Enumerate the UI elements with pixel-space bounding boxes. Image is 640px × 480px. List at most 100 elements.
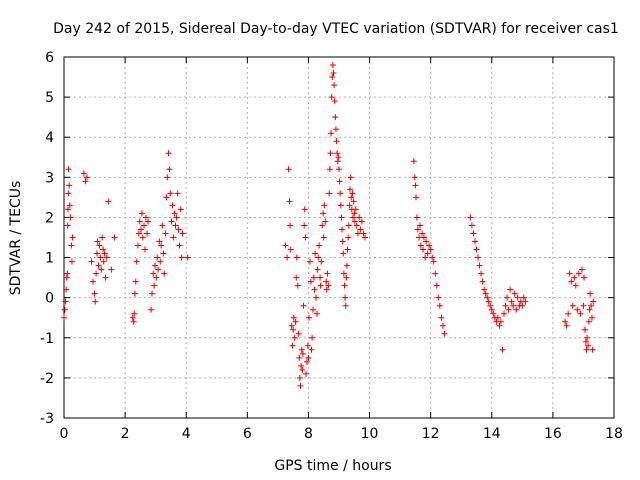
data-point [494, 314, 501, 321]
data-point [470, 230, 477, 237]
data-point [339, 238, 346, 245]
data-point [467, 214, 474, 221]
y-tick-label: 5 [45, 90, 54, 106]
data-point [301, 206, 308, 213]
data-point [588, 302, 595, 309]
data-point [502, 302, 509, 309]
data-point [430, 258, 437, 265]
data-point [131, 290, 138, 297]
data-point [581, 326, 588, 333]
x-tick-label: 12 [422, 426, 440, 442]
y-tick-label: 1 [45, 251, 54, 267]
data-point [83, 174, 90, 181]
data-point [129, 314, 136, 321]
data-point [488, 306, 495, 313]
data-point [522, 298, 529, 305]
data-point [166, 166, 173, 173]
data-point [306, 314, 313, 321]
data-point [294, 282, 301, 289]
data-point [354, 230, 361, 237]
data-point [331, 98, 338, 105]
data-point [419, 230, 426, 237]
data-point [169, 202, 176, 209]
data-point [307, 278, 314, 285]
data-point [422, 254, 429, 261]
data-point [66, 182, 73, 189]
data-point [171, 210, 178, 217]
data-point [351, 210, 358, 217]
data-point [562, 318, 569, 325]
data-point [293, 274, 300, 281]
data-point [88, 258, 95, 265]
data-point [159, 222, 166, 229]
data-point [590, 298, 597, 305]
data-point [321, 202, 328, 209]
data-point [420, 246, 427, 253]
data-point [168, 218, 175, 225]
data-point [93, 270, 100, 277]
data-point [508, 298, 515, 305]
data-point [413, 214, 420, 221]
data-point [420, 234, 427, 241]
x-tick-label: 16 [544, 426, 562, 442]
data-point [490, 310, 497, 317]
data-point [496, 322, 503, 329]
data-point [173, 214, 180, 221]
data-point [311, 286, 318, 293]
data-point [65, 166, 72, 173]
data-point [310, 274, 317, 281]
grid [64, 57, 614, 418]
data-point [315, 254, 322, 261]
data-point [487, 302, 494, 309]
data-point [497, 318, 504, 325]
data-point [336, 178, 343, 185]
data-point [432, 270, 439, 277]
x-axis-label: GPS time / hours [274, 458, 391, 474]
data-point [337, 202, 344, 209]
data-point [578, 266, 585, 273]
data-point [333, 138, 340, 145]
data-point [141, 222, 148, 229]
data-point [436, 302, 443, 309]
data-point [148, 306, 155, 313]
data-point [563, 322, 570, 329]
chart-title: Day 242 of 2015, Sidereal Day-to-day VTE… [53, 21, 619, 37]
data-point [80, 170, 87, 177]
data-point [481, 286, 488, 293]
data-point [172, 222, 179, 229]
data-point [317, 274, 324, 281]
data-point [142, 214, 149, 221]
data-point [82, 178, 89, 185]
data-point [299, 366, 306, 373]
data-point [108, 266, 115, 273]
data-point [520, 294, 527, 301]
x-tick-label: 2 [121, 426, 130, 442]
data-point [174, 190, 181, 197]
x-tick-label: 10 [361, 426, 379, 442]
data-point [327, 150, 334, 157]
data-point [360, 230, 367, 237]
data-point [566, 270, 573, 277]
y-axis-label: SDTVAR / TECUs [8, 181, 24, 296]
data-point [100, 246, 107, 253]
data-point [329, 62, 336, 69]
data-point [286, 198, 293, 205]
data-point [586, 306, 593, 313]
data-point [111, 234, 118, 241]
data-point [95, 262, 102, 269]
data-point [328, 94, 335, 101]
data-point [571, 274, 578, 281]
data-point [320, 234, 327, 241]
data-point [145, 218, 152, 225]
data-point [334, 150, 341, 157]
data-point [341, 282, 348, 289]
data-point [287, 246, 294, 253]
data-point [429, 254, 436, 261]
data-point [63, 286, 70, 293]
x-tick-label: 18 [605, 426, 623, 442]
data-point [100, 258, 107, 265]
data-point [569, 302, 576, 309]
data-point [177, 206, 184, 213]
data-point [344, 246, 351, 253]
